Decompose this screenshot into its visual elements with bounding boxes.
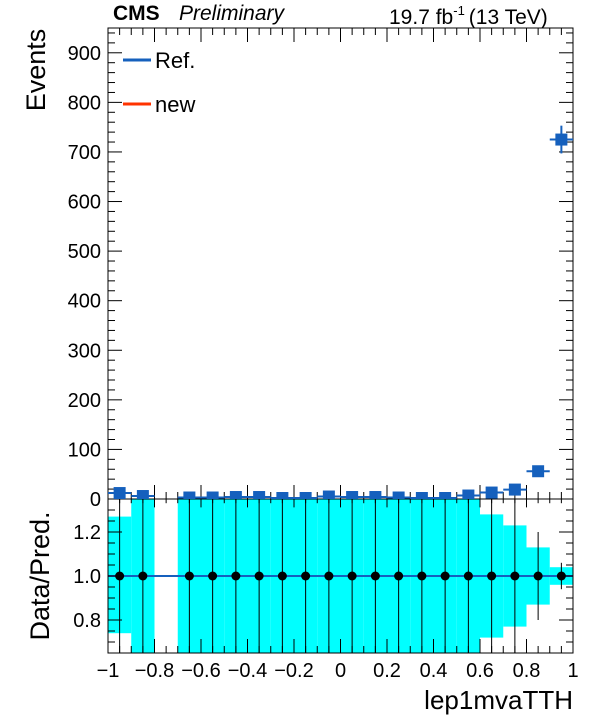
ratio-y-tick-label: 1.0 [73,566,101,588]
ref-point [462,489,475,499]
ref-point [485,486,498,499]
legend-ref-label: Ref. [155,48,195,73]
ratio-x-tick-label: 0.8 [513,660,541,682]
ref-point [136,490,149,499]
lumi-label: 19.7 fb-1 (13 TeV) [389,3,548,29]
ratio-point [533,571,543,581]
ref-point [229,491,242,499]
main-y-tick-label: 700 [68,142,101,164]
ratio-y-tick-label: 1.2 [73,522,101,544]
ratio-y-axis: 0.8 1.0 1.2 [73,509,573,643]
main-y-tick-label: 500 [68,241,101,263]
legend: Ref. new [123,48,195,117]
ratio-x-tick-label: −0.6 [181,660,220,682]
ratio-x-tick-label: 0.4 [420,660,448,682]
ratio-point [394,571,404,581]
ratio-x-tick-label: −0.8 [135,660,174,682]
ratio-point [347,571,357,581]
ratio-x-tick-label: −1 [97,660,120,682]
ref-point [206,491,219,499]
ratio-point [138,571,148,581]
ratio-x-tick-label: 0 [335,660,346,682]
ratio-points [115,571,566,581]
main-y-axis: 0 100 200 300 400 500 600 700 800 900 [68,32,573,511]
main-y-tick-label: 900 [68,43,101,65]
legend-new-label: new [155,92,195,117]
ref-point [346,491,359,499]
ref-point [439,492,452,499]
ratio-x-axis: −1 −0.8 −0.6 −0.4 −0.2 0 0.2 0.4 0.6 0.8 1 [97,499,579,682]
ref-series [108,125,573,499]
ratio-y-axis-label: Data/Pred. [25,511,55,640]
ratio-x-tick-label: 0.6 [466,660,494,682]
ratio-point [417,571,427,581]
ratio-point [231,571,241,581]
ref-point [253,491,266,499]
ref-point [532,465,545,478]
ref-point [299,492,312,499]
ref-point [322,490,335,499]
ratio-point [487,571,497,581]
ratio-point [254,571,264,581]
x-axis-label: lep1mvaTTH [424,685,573,715]
lumi-value: 19.7 fb [389,6,453,29]
ref-point [113,487,126,499]
ref-point [508,483,521,496]
ratio-x-tick-label: 1 [567,660,578,682]
lumi-exponent: -1 [453,3,465,18]
ratio-x-tick-label: 0.2 [373,660,401,682]
ratio-point [370,571,380,581]
main-y-tick-label: 300 [68,340,101,362]
ref-point [183,491,196,499]
main-y-tick-label: 400 [68,291,101,313]
ref-point [415,492,428,499]
main-y-tick-label: 100 [68,439,101,461]
ratio-point [184,571,194,581]
ref-point [555,133,568,146]
main-y-axis-label: Events [21,29,51,112]
main-y-tick-label: 0 [90,489,101,511]
ratio-y-tick-label: 0.8 [73,610,101,632]
main-y-tick-label: 600 [68,192,101,214]
ratio-point [463,571,473,581]
experiment-label: CMS [113,2,160,25]
main-y-tick-label: 200 [68,390,101,412]
energy-value: (13 TeV) [469,6,548,29]
ratio-point [510,571,520,581]
status-label: Preliminary [179,2,286,25]
ratio-point [301,571,311,581]
ratio-x-tick-label: −0.4 [228,660,267,682]
ref-point [276,492,289,499]
main-y-tick-label: 800 [68,92,101,114]
ratio-point [440,571,450,581]
ratio-point [324,571,334,581]
ratio-point [208,571,218,581]
ratio-x-tick-label: −0.2 [274,660,313,682]
ref-point [369,491,382,499]
ref-point [392,491,405,499]
ratio-point [277,571,287,581]
